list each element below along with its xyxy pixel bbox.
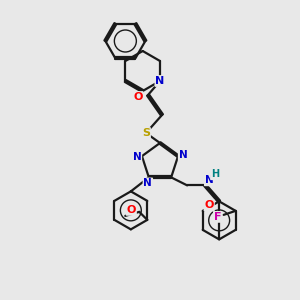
Text: S: S [142,128,150,138]
Text: H: H [211,169,219,179]
Text: N: N [143,178,152,188]
Text: N: N [205,176,214,185]
Text: N: N [155,76,165,86]
Text: O: O [133,92,143,102]
Text: F: F [214,212,221,222]
Text: N: N [179,150,188,160]
Text: O: O [205,200,214,210]
Text: N: N [133,152,141,162]
Text: O: O [127,205,136,215]
